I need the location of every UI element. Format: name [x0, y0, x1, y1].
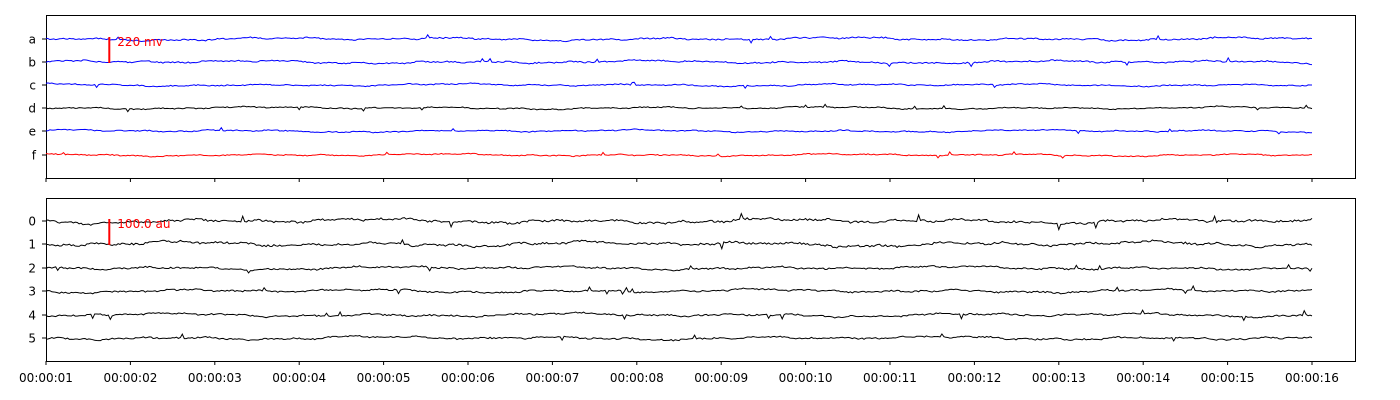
channel-label: c — [29, 79, 36, 93]
axes-frame — [46, 198, 1356, 362]
bottom-panel: 0 1 2 3 4 5 00:00:01 00:00:02 00:00:03 00:00:04 00… — [19, 198, 1356, 385]
channel-label: 3 — [28, 285, 36, 299]
x-tick-label: 00:00:08 — [610, 371, 664, 385]
x-tick-label: 00:00:04 — [272, 371, 326, 385]
x-tick-label: 00:00:15 — [1201, 371, 1255, 385]
x-tick-label: 00:00:13 — [1032, 371, 1086, 385]
channel-label: b — [28, 56, 36, 70]
trace-5 — [45, 332, 1313, 342]
trace-c — [45, 81, 1313, 90]
axes-frame — [46, 15, 1356, 179]
trace-e — [45, 126, 1313, 135]
x-tick-label: 00:00:06 — [441, 371, 495, 385]
trace-d — [45, 103, 1313, 113]
channel-label: 4 — [28, 309, 36, 323]
x-tick-label: 00:00:12 — [947, 371, 1001, 385]
x-tick-label: 00:00:03 — [188, 371, 242, 385]
trace-3 — [45, 284, 1313, 296]
scale-bar-label: 220 mv — [117, 35, 163, 49]
x-tick-label: 00:00:02 — [103, 371, 157, 385]
x-tick-label: 00:00:07 — [525, 371, 579, 385]
x-tick-label: 00:00:11 — [863, 371, 917, 385]
x-tick-label: 00:00:16 — [1285, 371, 1339, 385]
channel-label: d — [28, 102, 36, 116]
channel-label: 2 — [28, 262, 36, 276]
trace-2 — [45, 263, 1313, 274]
x-tick-label: 00:00:01 — [19, 371, 73, 385]
channel-label: a — [29, 33, 36, 47]
x-tick-label: 00:00:09 — [694, 371, 748, 385]
scale-bar-label: 100.0 au — [117, 217, 170, 231]
trace-1 — [45, 238, 1313, 251]
trace-0 — [45, 212, 1313, 232]
x-tick-label: 00:00:05 — [357, 371, 411, 385]
channel-label: 0 — [28, 215, 36, 229]
channel-label: f — [32, 149, 37, 163]
channel-label: 5 — [28, 332, 36, 346]
trace-a — [45, 33, 1313, 44]
trace-f — [45, 151, 1313, 159]
trace-b — [45, 56, 1313, 68]
x-tick-label: 00:00:14 — [1116, 371, 1170, 385]
trace-4 — [45, 309, 1313, 322]
channel-label: e — [29, 125, 36, 139]
channel-label: 1 — [28, 238, 36, 252]
x-tick-label: 00:00:10 — [779, 371, 833, 385]
